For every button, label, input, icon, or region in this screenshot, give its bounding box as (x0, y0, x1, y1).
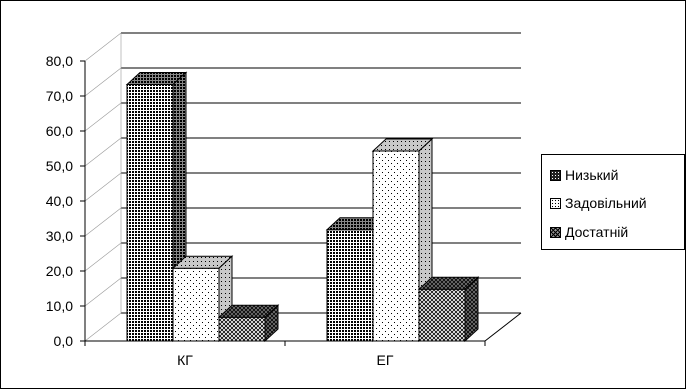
y-tick-label: 60,0 (46, 123, 73, 139)
legend-item-series-2: Задовільний (550, 195, 647, 211)
legend-swatch-dense-dots (550, 169, 561, 181)
y-tick-label: 30,0 (46, 228, 73, 244)
x-tick-label: ЕГ (377, 352, 394, 368)
y-tick-label: 0,0 (54, 333, 74, 349)
bar (371, 137, 434, 343)
legend-label: Низький (565, 167, 619, 183)
legend-swatch-sparse-dots (550, 197, 561, 209)
legend-label: Задовільний (565, 195, 647, 211)
y-tick-label: 50,0 (46, 158, 73, 174)
bar-front (126, 84, 174, 342)
bar-front (372, 150, 420, 342)
bar (171, 255, 234, 343)
x-tick-label: КГ (177, 352, 193, 368)
bar (417, 276, 480, 343)
legend-label: Достатній (565, 224, 629, 240)
bar-front (218, 316, 266, 342)
gridline-depth (84, 277, 122, 307)
gridline-depth (84, 207, 122, 237)
bar (217, 304, 280, 343)
y-tick-label: 20,0 (46, 263, 73, 279)
bar-side (264, 304, 279, 343)
gridline-depth (84, 102, 122, 132)
bar-side (464, 276, 479, 343)
gridline-depth (84, 312, 122, 342)
gridline-depth (84, 172, 122, 202)
labels-layer: 0,0 10,0 20,0 30,0 40,0 50,0 60,0 70,0 80,0 КГ ЕГ (46, 53, 394, 368)
gridline-depth (84, 32, 122, 62)
legend-swatch-crosshatch (550, 226, 561, 238)
y-tick-label: 70,0 (46, 88, 73, 104)
bar-front (172, 267, 220, 342)
bar-front (418, 288, 466, 342)
floor-edge (484, 312, 522, 342)
gridline-depth (84, 242, 122, 272)
legend: Низький Задовільний Достатній (541, 154, 685, 250)
y-tick-label: 80,0 (46, 53, 73, 69)
bars-layer (125, 71, 480, 343)
y-tick-label: 40,0 (46, 193, 73, 209)
gridline-depth (84, 67, 122, 97)
legend-item-series-3: Достатній (550, 224, 628, 240)
bar-front (326, 229, 374, 342)
y-tick-label: 10,0 (46, 298, 73, 314)
legend-item-series-1: Низький (550, 167, 618, 183)
gridline-depth (84, 137, 122, 167)
